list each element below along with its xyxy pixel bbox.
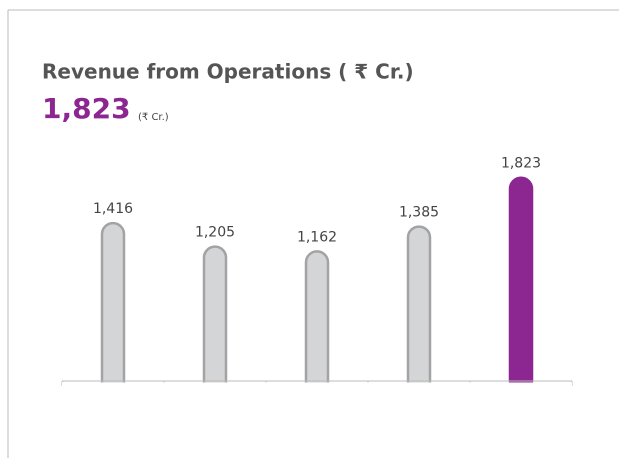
bar	[100, 221, 126, 394]
bar	[406, 225, 432, 394]
headline-unit: (₹ Cr.)	[138, 112, 169, 123]
bar	[508, 176, 534, 394]
bar	[304, 250, 330, 394]
baseline-cover	[62, 382, 572, 405]
value-label: 1,416	[93, 201, 133, 217]
bar	[202, 245, 228, 394]
value-label: 1,385	[399, 205, 439, 221]
headline: 1,823	[42, 92, 131, 125]
value-label: 1,162	[297, 229, 337, 245]
chart-title: Revenue from Operations ( ₹ Cr.)	[42, 60, 414, 84]
value-label: 1,823	[501, 156, 541, 172]
value-label: 1,205	[195, 225, 235, 241]
